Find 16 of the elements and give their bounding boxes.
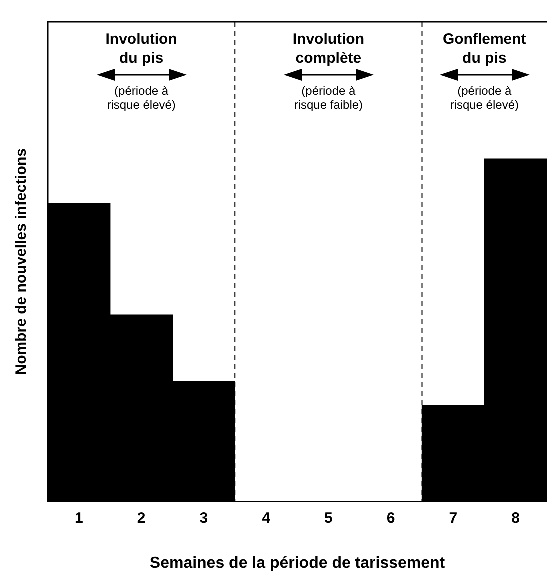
x-tick-label: 2 [137,510,146,527]
x-tick-label: 8 [512,510,520,527]
text: Involution complète [292,31,365,67]
text: (période à risque élevé) [450,84,519,112]
text: (période à risque élevé) [107,84,176,112]
x-tick-label: 3 [200,510,208,527]
x-tick-label: 5 [324,510,333,527]
x-tick-label: 1 [75,510,84,527]
text: Involution du pis [106,31,178,67]
x-tick-label: 7 [449,510,458,527]
x-axis-title: Semaines de la période de tarissement [150,554,446,572]
x-tick-label: 6 [386,510,396,527]
y-axis-title: Nombre de nouvelles infections [13,148,30,376]
text: (période à risque faible) [294,84,364,112]
text: Gonflement du pis [442,31,526,67]
x-tick-label: 4 [262,510,272,527]
